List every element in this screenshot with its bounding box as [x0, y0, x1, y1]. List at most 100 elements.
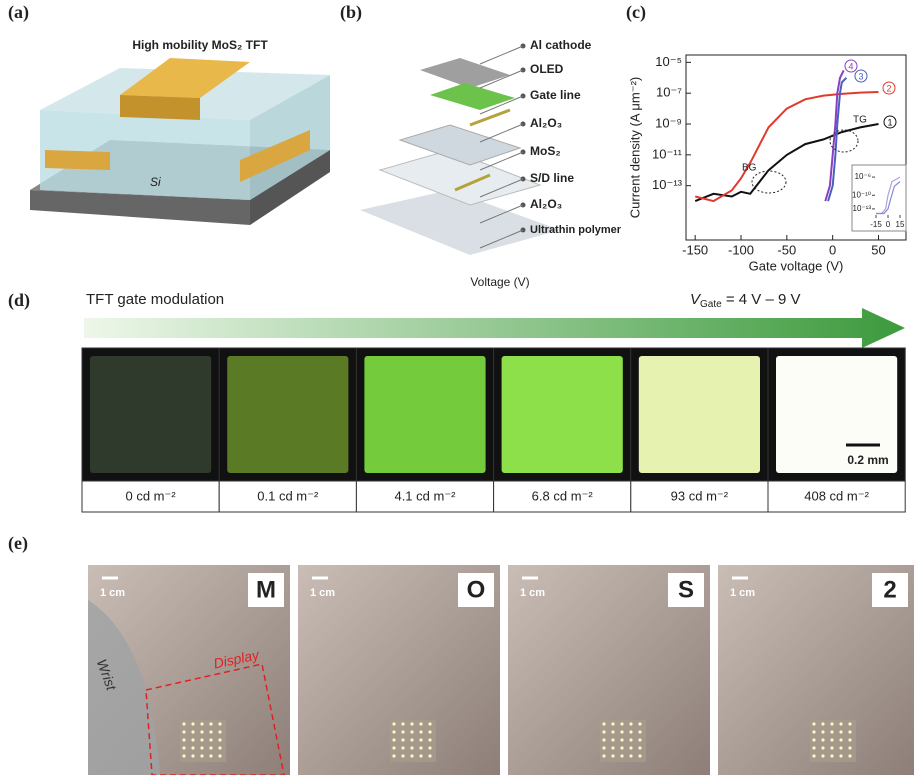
- led: [410, 746, 413, 749]
- legend-label: 1: [887, 117, 892, 127]
- device-illustration: [30, 58, 330, 225]
- led: [428, 746, 431, 749]
- led: [602, 722, 605, 725]
- led: [821, 746, 824, 749]
- x-tick-label: -50: [777, 242, 796, 257]
- led: [392, 722, 395, 725]
- led: [611, 738, 614, 741]
- led: [602, 730, 605, 733]
- luminance-label: 0.1 cd m⁻²: [257, 488, 319, 503]
- led: [611, 754, 614, 757]
- led: [620, 738, 623, 741]
- luminance-label: 93 cd m⁻²: [671, 488, 729, 503]
- letter: S: [678, 576, 694, 603]
- led: [209, 730, 212, 733]
- inset-x-tick-label: -15: [870, 220, 882, 229]
- led: [410, 738, 413, 741]
- modulation-arrow: [84, 308, 905, 348]
- y-tick-label: 10⁻⁷: [656, 85, 682, 100]
- luminance-label: 408 cd m⁻²: [804, 488, 869, 503]
- y-tick-label: 10⁻¹³: [652, 177, 683, 192]
- annotation: BG: [742, 163, 757, 174]
- led: [830, 746, 833, 749]
- led: [419, 754, 422, 757]
- led: [812, 754, 815, 757]
- page: (a) High mobility MoS₂ TFT Si (b) Al cat…: [0, 0, 914, 775]
- oled-pixel: [639, 356, 760, 473]
- led: [182, 722, 185, 725]
- scale-label: 1 cm: [100, 587, 125, 599]
- led: [611, 746, 614, 749]
- led: [830, 722, 833, 725]
- legend-label: 2: [886, 83, 891, 93]
- oled-pixel: [364, 356, 485, 473]
- led: [392, 730, 395, 733]
- led: [812, 730, 815, 733]
- led: [839, 738, 842, 741]
- led: [428, 754, 431, 757]
- inset-y-tick-label: 10⁻¹⁰: [852, 190, 871, 199]
- led: [629, 746, 632, 749]
- led: [182, 754, 185, 757]
- scale-label: 1 cm: [520, 587, 545, 599]
- letter: 2: [883, 576, 896, 603]
- led: [182, 738, 185, 741]
- data-line: [695, 92, 878, 201]
- letter: M: [256, 576, 276, 603]
- layer-label: Al₂O₃: [530, 197, 562, 211]
- led: [839, 754, 842, 757]
- letter: O: [467, 576, 486, 603]
- panel-letter: (e): [8, 533, 28, 554]
- led: [821, 738, 824, 741]
- layer-label: MoS₂: [530, 144, 561, 158]
- luminance-label: 6.8 cd m⁻²: [532, 488, 594, 503]
- led: [839, 730, 842, 733]
- scale-label: 1 cm: [310, 587, 335, 599]
- x-tick-label: -150: [682, 242, 708, 257]
- layer-label: OLED: [530, 62, 564, 76]
- led: [200, 730, 203, 733]
- led: [812, 722, 815, 725]
- led: [848, 738, 851, 741]
- legend-label: 3: [858, 71, 863, 81]
- x-tick-label: 0: [829, 242, 836, 257]
- y-tick-label: 10⁻⁹: [655, 115, 682, 130]
- led: [410, 730, 413, 733]
- legend-label: 4: [848, 61, 853, 71]
- led: [191, 746, 194, 749]
- y-tick-label: 10⁻¹¹: [652, 146, 683, 161]
- x-tick-label: -100: [728, 242, 754, 257]
- led: [848, 746, 851, 749]
- scale-label: 1 cm: [730, 587, 755, 599]
- panel-caption: Voltage (V): [470, 275, 529, 289]
- led: [182, 746, 185, 749]
- led: [191, 730, 194, 733]
- led: [620, 754, 623, 757]
- led: [821, 722, 824, 725]
- layer-label: Ultrathin polymer: [530, 224, 622, 236]
- led: [848, 730, 851, 733]
- luminance-label: 0 cd m⁻²: [125, 488, 176, 503]
- led: [191, 738, 194, 741]
- panel-letter: (d): [8, 290, 30, 311]
- panel-title: High mobility MoS₂ TFT: [132, 38, 268, 52]
- range-sub: Gate: [700, 299, 722, 310]
- figure: (a) High mobility MoS₂ TFT Si (b) Al cat…: [0, 0, 914, 775]
- led: [419, 730, 422, 733]
- led: [401, 730, 404, 733]
- led: [218, 746, 221, 749]
- led: [638, 754, 641, 757]
- range-label: VGate = 4 V – 9 V: [690, 291, 801, 310]
- inset-x-tick-label: 15: [896, 220, 905, 229]
- led: [419, 722, 422, 725]
- oled-pixel: [90, 356, 211, 473]
- led: [821, 730, 824, 733]
- led: [620, 746, 623, 749]
- led: [200, 754, 203, 757]
- panel-letter: (b): [340, 2, 362, 23]
- led: [629, 730, 632, 733]
- led: [638, 738, 641, 741]
- led: [428, 722, 431, 725]
- led: [209, 746, 212, 749]
- led: [620, 722, 623, 725]
